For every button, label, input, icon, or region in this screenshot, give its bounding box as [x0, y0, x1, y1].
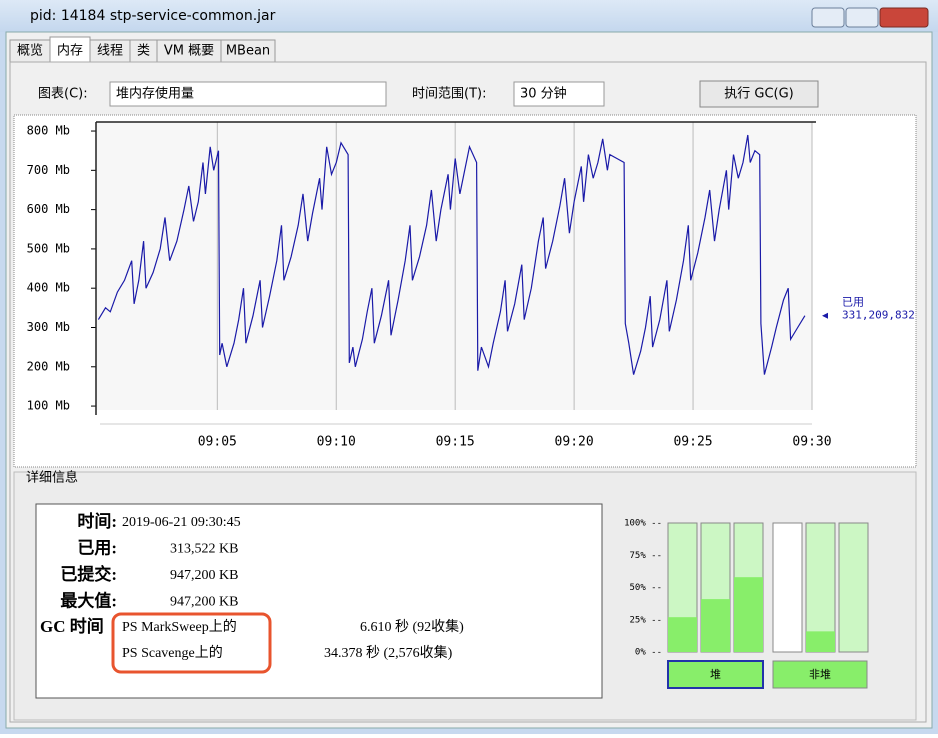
current-value: 331,209,832 — [842, 309, 915, 322]
highlight — [111, 612, 272, 674]
gauge-group-label: 非堆 — [809, 668, 831, 681]
gauge-tick-label: 75% -- — [629, 551, 662, 561]
tab-label: 线程 — [97, 44, 123, 59]
tab-label: 类 — [137, 44, 150, 59]
detail-value: 2019-06-21 09:30:45 — [122, 515, 241, 530]
gc-time: 6.610 秒 (92收集) — [360, 618, 464, 635]
gauge-tick-label: 25% -- — [629, 615, 662, 625]
window-title: pid: 14184 stp-service-common.jar — [30, 8, 276, 24]
chart: 09:05 09:10 09:15 09:20 09:25 09:30 100 Mb 200 … — [27, 121, 915, 450]
legend-label: 已用 — [842, 296, 864, 309]
maximize-button[interactable] — [845, 7, 879, 28]
gauge-committed — [838, 522, 869, 653]
chart-combo[interactable] — [109, 81, 387, 107]
gauge-tick-label: 0% -- — [635, 648, 662, 658]
y-tick-label: 700 Mb — [27, 163, 70, 177]
gauge-frame — [772, 522, 803, 653]
detail-value: 313,522 KB — [170, 542, 238, 557]
x-tick-label: 09:05 — [198, 435, 237, 450]
chart-choice: 堆内存使用量 — [116, 86, 194, 102]
y-tick-label: 100 Mb — [27, 399, 70, 413]
y-tick-label: 600 Mb — [27, 202, 70, 216]
gauge-used — [734, 577, 763, 652]
details-box — [35, 503, 603, 699]
gauge-used — [668, 617, 697, 652]
gc-button[interactable] — [699, 80, 819, 108]
gauge-used — [701, 599, 730, 652]
gc-name: PS MarkSweep上的 — [122, 619, 237, 635]
x-tick-label: 09:10 — [317, 435, 356, 450]
tab-bar: 概览 内存 线程类 VM 概要 MBean — [9, 36, 276, 63]
gc-time: 34.378 秒 (2,576收集) — [324, 644, 453, 661]
gauge-group-button[interactable] — [667, 660, 764, 689]
gauge-group-button[interactable] — [772, 660, 868, 689]
y-tick-label: 400 Mb — [27, 281, 70, 295]
gauge-tick-label: 100% -- — [624, 519, 662, 529]
detail-value: 947,200 KB — [170, 595, 238, 610]
gc-button-label: 执行 GC(G) — [724, 87, 794, 102]
gauge-group-label: 堆 — [710, 668, 721, 681]
detail-label: 最大值: — [60, 590, 117, 610]
close-button[interactable] — [879, 7, 929, 28]
detail-value: 947,200 KB — [170, 568, 238, 583]
tab-label: MBean — [226, 44, 270, 59]
y-tick-label: 300 Mb — [27, 320, 70, 334]
y-tick-label: 800 Mb — [27, 124, 70, 138]
y-tick-label: 500 Mb — [27, 241, 70, 255]
detail-label: 时间: — [77, 511, 117, 531]
tab-label: 内存 — [57, 43, 83, 59]
details-title: 详细信息 — [26, 470, 78, 486]
series-line — [97, 134, 806, 375]
gc-label: GC 时间 — [40, 616, 104, 636]
detail-label: 已提交: — [60, 564, 117, 584]
y-tick-label: 200 Mb — [27, 359, 70, 373]
range-choice: 30 分钟 — [520, 86, 567, 102]
gauges: 100% -- 75% -- 50% -- 25% -- 0% -- 堆 非堆 — [624, 519, 869, 689]
x-tick-label: 09:20 — [555, 435, 594, 450]
current-marker — [822, 312, 828, 319]
minimize-button[interactable] — [811, 7, 845, 28]
tab-label: VM 概要 — [164, 44, 214, 59]
x-tick-label: 09:15 — [436, 435, 475, 450]
gc-name: PS Scavenge上的 — [122, 645, 223, 661]
x-tick-label: 09:30 — [792, 435, 831, 450]
gauge-tick-label: 50% -- — [629, 583, 662, 593]
tab-label: 概览 — [17, 43, 43, 59]
range-combo[interactable] — [513, 81, 605, 107]
x-tick-label: 09:25 — [673, 435, 712, 450]
detail-label: 已用: — [77, 538, 117, 557]
title-bar — [0, 0, 938, 32]
range-label: 时间范围(T): — [412, 87, 486, 102]
details: 时间: 2019-06-21 09:30:45 已用: 313,522 KB 已提交: 9… — [40, 511, 464, 661]
gauge-committed — [805, 522, 836, 653]
gauge-used — [806, 631, 835, 652]
chart-label: 图表(C): — [38, 87, 88, 102]
